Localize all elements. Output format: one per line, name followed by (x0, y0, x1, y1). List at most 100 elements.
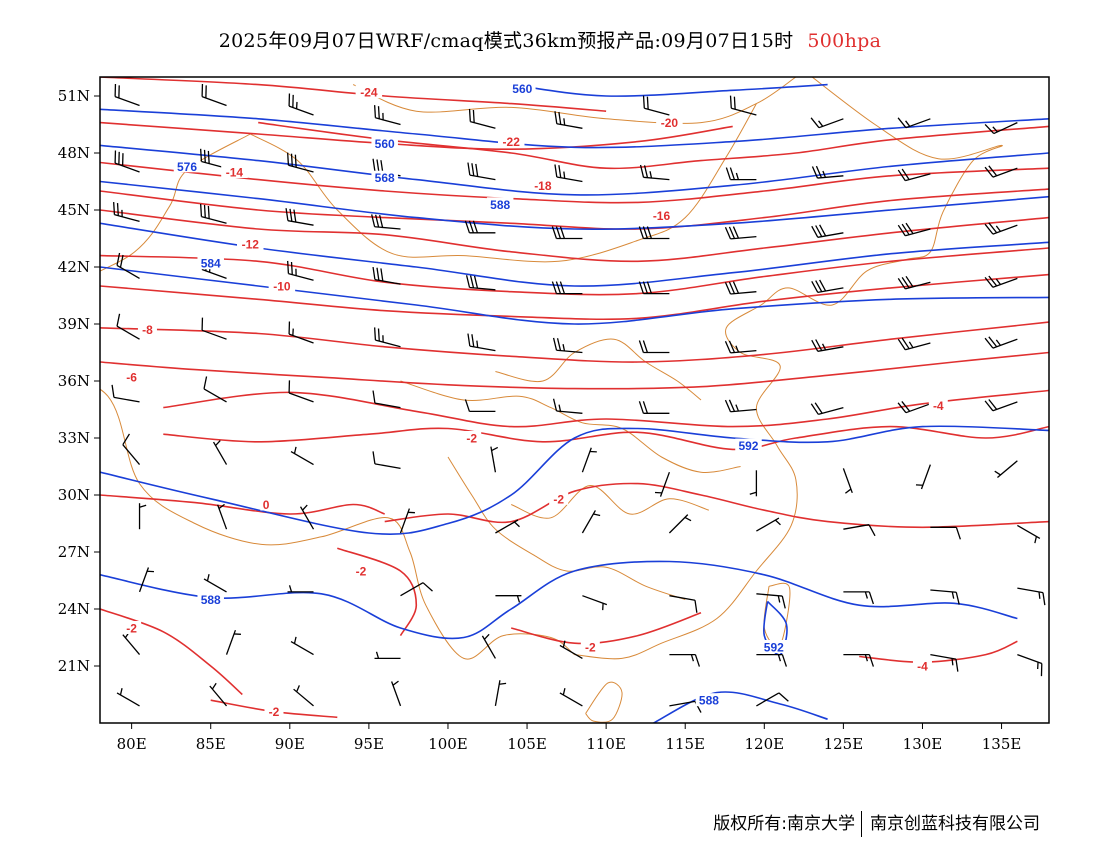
temperature-contour (100, 209, 1049, 263)
wind-barb (113, 202, 140, 223)
height-contour (511, 83, 828, 97)
wind-barb (984, 165, 1018, 178)
temperature-label-bg (497, 134, 525, 148)
wind-barb (638, 281, 670, 295)
wind-barb (756, 692, 789, 707)
temperature-contour-label: -8 (142, 323, 153, 337)
lat-tick-label: 24N (58, 600, 90, 618)
temperature-contour-label: -2 (356, 565, 367, 579)
wind-barb (1017, 524, 1041, 544)
wind-barb (724, 281, 757, 295)
wind-barb (464, 220, 496, 234)
wind-barb (552, 398, 583, 414)
wind-barb (843, 524, 876, 537)
wind-barb (373, 327, 401, 348)
temperature-label-bg (462, 431, 482, 444)
wind-barb (201, 83, 227, 107)
wind-barb (551, 281, 583, 295)
boundary-line (250, 103, 757, 263)
wind-barb (554, 164, 583, 183)
boundary-line (574, 77, 1003, 660)
wind-barb (654, 471, 671, 497)
wind-barb (1017, 587, 1046, 606)
wind-barb (287, 585, 314, 593)
temperature-contour-label: -16 (653, 209, 671, 223)
lat-tick-label: 30N (58, 486, 90, 504)
temperature-contour-label: -2 (466, 432, 477, 446)
height-contour-label: 588 (201, 593, 221, 607)
wind-barb (490, 446, 499, 473)
temperature-contour-label: -14 (226, 166, 244, 180)
contour-label-layer: -24-22-20-18-16-14-12-10-8-6-4-2-20-2-2-… (122, 81, 948, 719)
temperature-label-bg (260, 497, 272, 511)
wind-barb (843, 653, 875, 667)
height-contour (100, 108, 1049, 149)
temperature-contour (100, 608, 243, 696)
wind-barb (122, 433, 141, 466)
temperature-contour (511, 612, 702, 645)
wind-barb (930, 653, 959, 672)
temperature-contour (100, 321, 1049, 363)
temperature-contour (163, 425, 1049, 451)
temperature-label-bg (237, 237, 264, 251)
wind-barb (930, 526, 961, 540)
wind-barb (984, 275, 1018, 288)
wind-barb (201, 317, 227, 340)
temperature-contour (163, 389, 1049, 428)
height-label-bg (760, 640, 788, 653)
lat-tick-label: 27N (58, 543, 90, 561)
wind-barb (638, 340, 670, 354)
wind-barb (551, 226, 583, 240)
wind-barb (915, 464, 931, 490)
temperature-label-bg (122, 370, 142, 384)
wind-barb (200, 203, 227, 224)
wind-barb (372, 451, 401, 470)
temperature-contour (337, 547, 418, 637)
title-main: 2025年09月07日WRF/cmaq模式36km预报产品:09月07日15时 (218, 30, 794, 52)
height-contour-label: 588 (699, 694, 719, 708)
wind-barb (116, 313, 140, 340)
wind-barb (293, 685, 314, 707)
temperature-contour (100, 247, 1049, 296)
temperature-label-bg (648, 208, 675, 222)
wind-barb (582, 595, 608, 611)
credit-company: 南京创蓝科技有限公司 (870, 814, 1040, 834)
wind-barb (225, 629, 241, 655)
wind-barb (372, 266, 401, 285)
height-contour (100, 180, 1049, 230)
lon-tick-label: 90E (275, 735, 305, 753)
wind-barb (116, 688, 140, 707)
temperature-label-bg (137, 322, 157, 336)
wind-barb (668, 514, 692, 534)
height-label-bg (197, 256, 224, 270)
wind-barb (559, 640, 583, 659)
height-contour-label: 576 (177, 160, 197, 174)
wind-barb (400, 582, 433, 597)
wind-barb (559, 688, 583, 707)
boundary-line (585, 681, 623, 723)
temperature-contour (100, 188, 1049, 230)
temperature-label-bg (928, 398, 948, 412)
lon-tick-label: 120E (745, 735, 785, 753)
temperature-label-bg (912, 659, 932, 672)
lon-tick-label: 100E (428, 735, 468, 753)
wind-barb (984, 222, 1018, 235)
height-label-bg (509, 81, 536, 95)
temperature-contour-label: -20 (661, 116, 679, 130)
temperature-contour (100, 351, 1049, 390)
wind-barb (810, 117, 844, 129)
boundary-line (352, 77, 797, 124)
lat-tick-label: 21N (58, 657, 90, 675)
height-label-bg (735, 438, 762, 452)
wind-barb (290, 446, 314, 466)
wind-barb (288, 93, 314, 116)
wind-barb (481, 633, 496, 659)
lon-tick-label: 105E (507, 735, 547, 753)
wind-barb (467, 162, 496, 181)
wind-barb (581, 447, 597, 473)
wind-barb (811, 279, 844, 294)
temperature-contour-label: 0 (263, 498, 270, 512)
height-label-bg (486, 197, 514, 211)
wind-barb (843, 591, 875, 605)
lat-tick-label: 42N (58, 258, 90, 276)
